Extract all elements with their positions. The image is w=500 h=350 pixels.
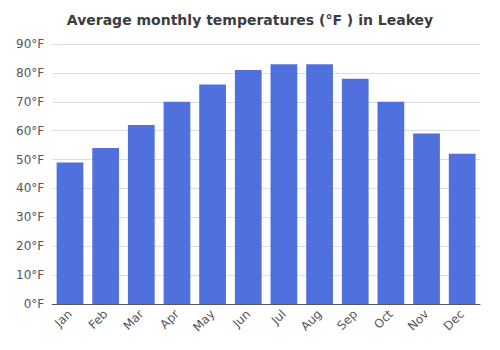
svg-text:Sep: Sep (334, 307, 360, 333)
svg-text:Average monthly temperatures (: Average monthly temperatures (°F ) in Le… (67, 12, 433, 28)
svg-text:80°F: 80°F (16, 66, 44, 80)
svg-text:Jun: Jun (229, 307, 253, 331)
svg-text:90°F: 90°F (16, 37, 44, 51)
svg-text:Nov: Nov (405, 307, 431, 333)
svg-text:30°F: 30°F (16, 210, 44, 224)
svg-text:20°F: 20°F (16, 239, 44, 253)
svg-text:50°F: 50°F (16, 153, 44, 167)
svg-text:Feb: Feb (86, 307, 111, 332)
svg-text:Aug: Aug (298, 307, 324, 333)
svg-text:Jul: Jul (268, 307, 289, 328)
svg-text:70°F: 70°F (16, 95, 44, 109)
svg-text:May: May (190, 307, 217, 334)
svg-text:0°F: 0°F (24, 297, 45, 311)
svg-text:60°F: 60°F (16, 124, 44, 138)
svg-text:Oct: Oct (371, 307, 396, 332)
svg-text:Mar: Mar (120, 307, 146, 333)
svg-text:Dec: Dec (441, 307, 467, 333)
svg-text:Apr: Apr (157, 307, 182, 332)
svg-text:40°F: 40°F (16, 181, 44, 195)
svg-text:Jan: Jan (51, 307, 75, 331)
svg-text:10°F: 10°F (16, 268, 44, 282)
